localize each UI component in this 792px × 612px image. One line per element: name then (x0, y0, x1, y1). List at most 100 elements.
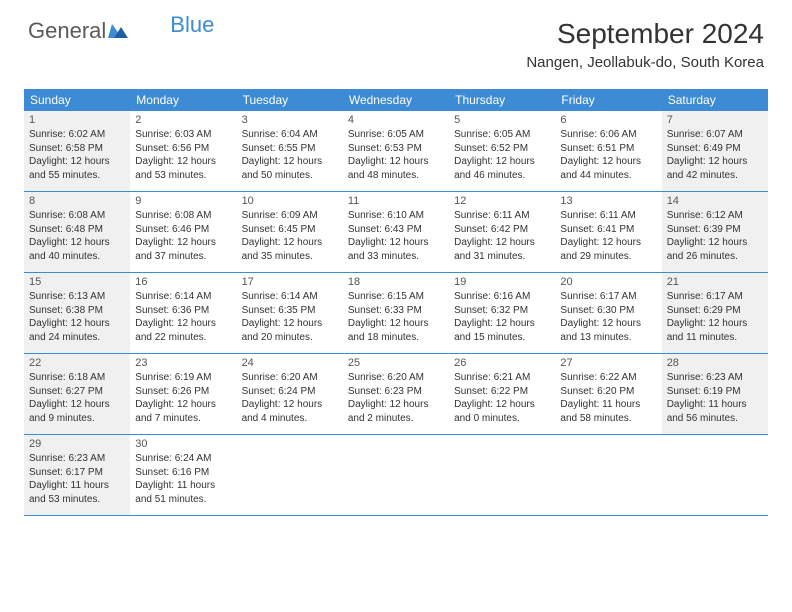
sunset-text: Sunset: 6:17 PM (29, 466, 125, 480)
week-row: 8 Sunrise: 6:08 AMSunset: 6:48 PMDaylight… (24, 192, 768, 273)
daylight-text: Daylight: 12 hours and 11 minutes. (667, 317, 763, 344)
sunrise-text: Sunrise: 6:21 AM (454, 371, 550, 385)
day-cell: 15Sunrise: 6:13 AMSunset: 6:38 PMDayligh… (24, 273, 130, 353)
day-cell: 6 Sunrise: 6:06 AMSunset: 6:51 PMDaylight… (555, 111, 661, 191)
sunrise-text: Sunrise: 6:20 AM (242, 371, 338, 385)
sunset-text: Sunset: 6:46 PM (135, 223, 231, 237)
day-number: 8 (29, 195, 125, 207)
daylight-text: Daylight: 12 hours and 13 minutes. (560, 317, 656, 344)
day-cell: 22Sunrise: 6:18 AMSunset: 6:27 PMDayligh… (24, 354, 130, 434)
sunrise-text: Sunrise: 6:17 AM (560, 290, 656, 304)
sunset-text: Sunset: 6:55 PM (242, 142, 338, 156)
day-number: 2 (135, 114, 231, 126)
day-cell: 20 Sunrise: 6:17 AMSunset: 6:30 PMDayligh… (555, 273, 661, 353)
logo-text-blue: Blue (170, 12, 214, 38)
sunrise-text: Sunrise: 6:09 AM (242, 209, 338, 223)
day-info: Sunrise: 6:02 AMSunset: 6:58 PMDaylight:… (29, 128, 125, 182)
day-info: Sunrise: 6:09 AMSunset: 6:45 PMDaylight:… (242, 209, 338, 263)
day-number: 23 (135, 357, 231, 369)
day-cell: 26 Sunrise: 6:21 AMSunset: 6:22 PMDayligh… (449, 354, 555, 434)
daylight-text: Daylight: 12 hours and 15 minutes. (454, 317, 550, 344)
day-info: Sunrise: 6:06 AMSunset: 6:51 PMDaylight:… (560, 128, 656, 182)
day-number: 26 (454, 357, 550, 369)
daylight-text: Daylight: 12 hours and 35 minutes. (242, 236, 338, 263)
daylight-text: Daylight: 12 hours and 31 minutes. (454, 236, 550, 263)
sunrise-text: Sunrise: 6:05 AM (454, 128, 550, 142)
daylight-text: Daylight: 12 hours and 9 minutes. (29, 398, 125, 425)
week-row: 15Sunrise: 6:13 AMSunset: 6:38 PMDayligh… (24, 273, 768, 354)
daylight-text: Daylight: 12 hours and 40 minutes. (29, 236, 125, 263)
day-cell: 27Sunrise: 6:22 AMSunset: 6:20 PMDayligh… (555, 354, 661, 434)
weekday-header: Saturday (662, 89, 768, 111)
day-info: Sunrise: 6:08 AMSunset: 6:48 PMDaylight:… (29, 209, 125, 263)
day-cell: 29Sunrise: 6:23 AMSunset: 6:17 PMDayligh… (24, 435, 130, 515)
sunrise-text: Sunrise: 6:22 AM (560, 371, 656, 385)
day-info: Sunrise: 6:17 AMSunset: 6:30 PMDaylight:… (560, 290, 656, 344)
day-cell: 30Sunrise: 6:24 AMSunset: 6:16 PMDayligh… (130, 435, 236, 515)
day-cell (343, 435, 449, 515)
sunrise-text: Sunrise: 6:13 AM (29, 290, 125, 304)
day-number: 6 (560, 114, 656, 126)
day-info: Sunrise: 6:20 AMSunset: 6:23 PMDaylight:… (348, 371, 444, 425)
sunset-text: Sunset: 6:26 PM (135, 385, 231, 399)
sunset-text: Sunset: 6:58 PM (29, 142, 125, 156)
sunset-text: Sunset: 6:49 PM (667, 142, 763, 156)
day-cell (237, 435, 343, 515)
day-cell: 4Sunrise: 6:05 AMSunset: 6:53 PMDaylight… (343, 111, 449, 191)
sunset-text: Sunset: 6:33 PM (348, 304, 444, 318)
sunrise-text: Sunrise: 6:06 AM (560, 128, 656, 142)
day-number: 10 (242, 195, 338, 207)
sunrise-text: Sunrise: 6:24 AM (135, 452, 231, 466)
sunrise-text: Sunrise: 6:23 AM (29, 452, 125, 466)
day-cell (555, 435, 661, 515)
sunset-text: Sunset: 6:43 PM (348, 223, 444, 237)
day-cell: 8 Sunrise: 6:08 AMSunset: 6:48 PMDaylight… (24, 192, 130, 272)
sunset-text: Sunset: 6:41 PM (560, 223, 656, 237)
day-number: 19 (454, 276, 550, 288)
day-info: Sunrise: 6:07 AMSunset: 6:49 PMDaylight:… (667, 128, 763, 182)
day-number: 14 (667, 195, 763, 207)
sunset-text: Sunset: 6:32 PM (454, 304, 550, 318)
weekday-header: Thursday (449, 89, 555, 111)
sunrise-text: Sunrise: 6:14 AM (242, 290, 338, 304)
sunset-text: Sunset: 6:29 PM (667, 304, 763, 318)
day-number: 9 (135, 195, 231, 207)
sunset-text: Sunset: 6:42 PM (454, 223, 550, 237)
sunset-text: Sunset: 6:52 PM (454, 142, 550, 156)
daylight-text: Daylight: 12 hours and 44 minutes. (560, 155, 656, 182)
day-info: Sunrise: 6:13 AMSunset: 6:38 PMDaylight:… (29, 290, 125, 344)
day-number: 7 (667, 114, 763, 126)
day-info: Sunrise: 6:10 AMSunset: 6:43 PMDaylight:… (348, 209, 444, 263)
sunrise-text: Sunrise: 6:08 AM (135, 209, 231, 223)
day-number: 16 (135, 276, 231, 288)
daylight-text: Daylight: 12 hours and 55 minutes. (29, 155, 125, 182)
daylight-text: Daylight: 11 hours and 51 minutes. (135, 479, 231, 506)
sunset-text: Sunset: 6:19 PM (667, 385, 763, 399)
daylight-text: Daylight: 12 hours and 46 minutes. (454, 155, 550, 182)
day-info: Sunrise: 6:17 AMSunset: 6:29 PMDaylight:… (667, 290, 763, 344)
week-row: 29Sunrise: 6:23 AMSunset: 6:17 PMDayligh… (24, 435, 768, 516)
day-info: Sunrise: 6:08 AMSunset: 6:46 PMDaylight:… (135, 209, 231, 263)
sunset-text: Sunset: 6:36 PM (135, 304, 231, 318)
day-number: 20 (560, 276, 656, 288)
day-number: 1 (29, 114, 125, 126)
sunset-text: Sunset: 6:35 PM (242, 304, 338, 318)
day-cell: 18Sunrise: 6:15 AMSunset: 6:33 PMDayligh… (343, 273, 449, 353)
sunrise-text: Sunrise: 6:04 AM (242, 128, 338, 142)
day-number: 5 (454, 114, 550, 126)
sunrise-text: Sunrise: 6:14 AM (135, 290, 231, 304)
daylight-text: Daylight: 12 hours and 24 minutes. (29, 317, 125, 344)
day-number: 11 (348, 195, 444, 207)
sunrise-text: Sunrise: 6:15 AM (348, 290, 444, 304)
sunset-text: Sunset: 6:23 PM (348, 385, 444, 399)
sunset-text: Sunset: 6:45 PM (242, 223, 338, 237)
day-cell (662, 435, 768, 515)
day-cell: 16 Sunrise: 6:14 AMSunset: 6:36 PMDayligh… (130, 273, 236, 353)
day-info: Sunrise: 6:21 AMSunset: 6:22 PMDaylight:… (454, 371, 550, 425)
sunrise-text: Sunrise: 6:11 AM (454, 209, 550, 223)
day-info: Sunrise: 6:24 AMSunset: 6:16 PMDaylight:… (135, 452, 231, 506)
sunrise-text: Sunrise: 6:07 AM (667, 128, 763, 142)
daylight-text: Daylight: 12 hours and 22 minutes. (135, 317, 231, 344)
day-cell: 5 Sunrise: 6:05 AMSunset: 6:52 PMDaylight… (449, 111, 555, 191)
day-cell: 2Sunrise: 6:03 AMSunset: 6:56 PMDaylight… (130, 111, 236, 191)
